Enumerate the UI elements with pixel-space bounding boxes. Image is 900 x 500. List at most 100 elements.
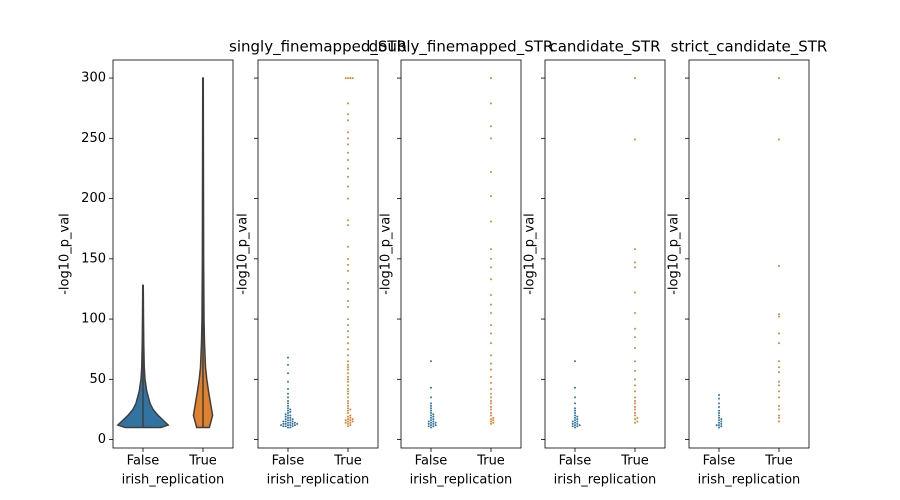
swarm-point xyxy=(490,406,492,409)
swarm-point xyxy=(430,409,432,412)
swarm-point xyxy=(634,421,636,424)
swarm-point xyxy=(778,380,780,383)
swarm-point xyxy=(347,330,349,333)
swarm-point xyxy=(490,220,492,223)
swarm-point xyxy=(490,77,492,80)
swarm-point xyxy=(576,420,579,423)
x-tick-label: False xyxy=(703,454,736,469)
swarm-point xyxy=(347,415,349,418)
x-tick-label: True xyxy=(620,454,649,469)
swarm-point xyxy=(432,415,435,418)
swarm-point xyxy=(490,412,492,415)
swarm-point xyxy=(718,424,720,427)
swarm-point xyxy=(715,424,718,427)
swarm-point xyxy=(287,426,289,429)
swarm-point xyxy=(490,381,492,384)
swarm-point xyxy=(287,414,289,417)
swarm-point xyxy=(430,412,432,415)
swarm-point xyxy=(296,422,299,425)
swarm-point xyxy=(490,387,492,390)
y-tick-label: 300 xyxy=(81,71,106,86)
swarm-point xyxy=(634,312,636,315)
swarm-point xyxy=(434,421,437,424)
swarm-point xyxy=(347,197,349,200)
swarm-point xyxy=(347,245,349,248)
swarm-point xyxy=(778,404,780,407)
x-tick-label: True xyxy=(764,454,793,469)
swarm-point xyxy=(778,138,780,141)
swarm-point xyxy=(430,416,432,419)
swarm-point xyxy=(490,293,492,296)
swarm-point xyxy=(718,406,720,409)
swarm-point xyxy=(287,404,289,407)
y-tick-label: 200 xyxy=(81,191,106,206)
swarm-point xyxy=(636,420,639,423)
x-tick-label: True xyxy=(476,454,505,469)
swarm-point xyxy=(347,387,349,390)
swarm-point xyxy=(490,422,492,425)
swarm-point xyxy=(718,414,720,417)
swarm-point xyxy=(347,384,349,387)
swarm-point xyxy=(490,362,492,365)
swarm-point xyxy=(634,378,636,381)
swarm-point xyxy=(432,413,435,416)
swarm-point xyxy=(718,426,720,429)
swarm-point xyxy=(284,420,287,423)
swarm-point xyxy=(574,360,576,363)
y-axis-label: -log10_p_val xyxy=(379,213,394,295)
swarm-point xyxy=(490,171,492,174)
swarm-point xyxy=(282,422,285,425)
subplot-title: doubly_finemapped_STR xyxy=(369,38,554,57)
swarm-point xyxy=(347,257,349,260)
swarm-point xyxy=(490,332,492,335)
swarm-point xyxy=(427,422,430,425)
swarm-point xyxy=(490,402,492,405)
swarm-point xyxy=(490,312,492,315)
swarm-point xyxy=(432,422,435,425)
subplot: False True irish_replication -log10_p_val st… xyxy=(667,38,828,488)
swarm-point xyxy=(287,407,289,410)
swarm-point xyxy=(574,396,576,399)
swarm-point xyxy=(289,416,292,419)
swarm-point xyxy=(490,418,492,421)
swarm-point xyxy=(634,390,636,393)
swarm-point xyxy=(347,336,349,339)
swarm-point xyxy=(347,396,349,399)
swarm-point xyxy=(490,392,492,395)
swarm-point xyxy=(284,413,287,416)
swarm-point xyxy=(347,131,349,134)
swarm-point xyxy=(490,414,492,417)
swarm-point xyxy=(347,306,349,309)
swarm-point xyxy=(634,400,636,403)
swarm-point xyxy=(574,386,576,389)
x-tick-label: True xyxy=(333,454,362,469)
swarm-point xyxy=(634,406,636,409)
swarm-point xyxy=(287,412,289,415)
swarm-point xyxy=(349,414,352,417)
swarm-point xyxy=(347,420,349,423)
swarm-point xyxy=(490,266,492,269)
swarm-point xyxy=(492,419,495,422)
swarm-point xyxy=(720,422,723,425)
swarm-point xyxy=(778,342,780,345)
swarm-point xyxy=(634,346,636,349)
swarm-point xyxy=(349,421,352,424)
swarm-point xyxy=(576,418,579,421)
swarm-point xyxy=(718,393,720,396)
swarm-point xyxy=(351,77,354,80)
swarm-point xyxy=(293,421,296,424)
swarm-point xyxy=(347,224,349,227)
swarm-point xyxy=(287,356,289,359)
swarm-point xyxy=(574,424,576,427)
swarm-point xyxy=(427,425,430,428)
swarm-point xyxy=(720,420,723,423)
swarm-point xyxy=(634,336,636,339)
x-axis-label: irish_replication xyxy=(554,473,657,488)
swarm-point xyxy=(574,421,576,424)
swarm-point xyxy=(490,102,492,105)
swarm-point xyxy=(634,360,636,363)
y-tick-label: 150 xyxy=(81,251,106,266)
swarm-point xyxy=(347,143,349,146)
swarm-point xyxy=(718,416,720,419)
swarm-point xyxy=(287,402,289,405)
